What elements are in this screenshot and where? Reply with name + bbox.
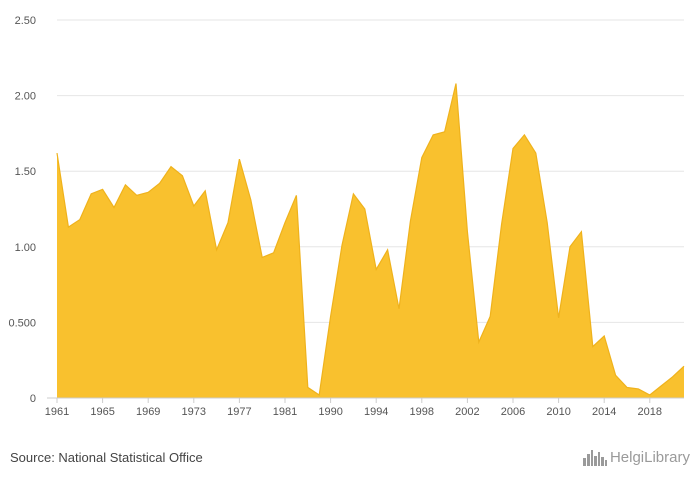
x-tick-label: 1973 [182, 406, 206, 418]
x-axis: 1961 1965 1969 1973 1977 1981 1990 1994 1998 2002… [45, 397, 684, 418]
y-tick-label: 2.00 [15, 91, 36, 103]
helgi-library-logo: HelgiLibrary [582, 448, 690, 466]
logo-text: HelgiLibrary [609, 448, 690, 466]
x-tick-label: 2018 [638, 406, 662, 418]
x-tick-label: 1998 [410, 406, 434, 418]
y-tick-label: 0 [30, 393, 36, 405]
y-tick-label: 1.50 [15, 166, 36, 178]
x-tick-label: 1981 [273, 406, 297, 418]
x-tick-label: 1990 [318, 406, 342, 418]
area-series [56, 83, 685, 398]
y-tick-label: 1.00 [15, 242, 36, 254]
x-tick-label: 1977 [227, 406, 251, 418]
y-tick-label: 0.500 [8, 317, 36, 329]
x-tick-label: 2002 [455, 406, 479, 418]
y-tick-label: 2.50 [15, 15, 36, 27]
x-tick-label: 1961 [45, 406, 69, 418]
x-tick-label: 2006 [501, 406, 525, 418]
x-tick-label: 1965 [90, 406, 114, 418]
source-note: Source: National Statistical Office [10, 450, 203, 465]
area-line [56, 83, 685, 397]
x-tick-label: 1994 [364, 406, 388, 418]
x-tick-label: 2010 [546, 406, 570, 418]
x-tick-label: 1969 [136, 406, 160, 418]
x-tick-label: 2014 [592, 406, 616, 418]
city-skyline-icon [582, 450, 607, 466]
y-axis: 0 0.500 1.00 1.50 2.00 2.50 [8, 15, 36, 405]
